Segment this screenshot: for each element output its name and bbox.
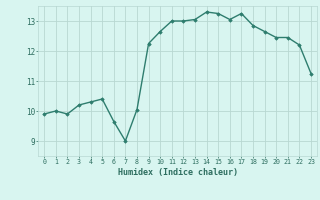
X-axis label: Humidex (Indice chaleur): Humidex (Indice chaleur) bbox=[118, 168, 238, 177]
